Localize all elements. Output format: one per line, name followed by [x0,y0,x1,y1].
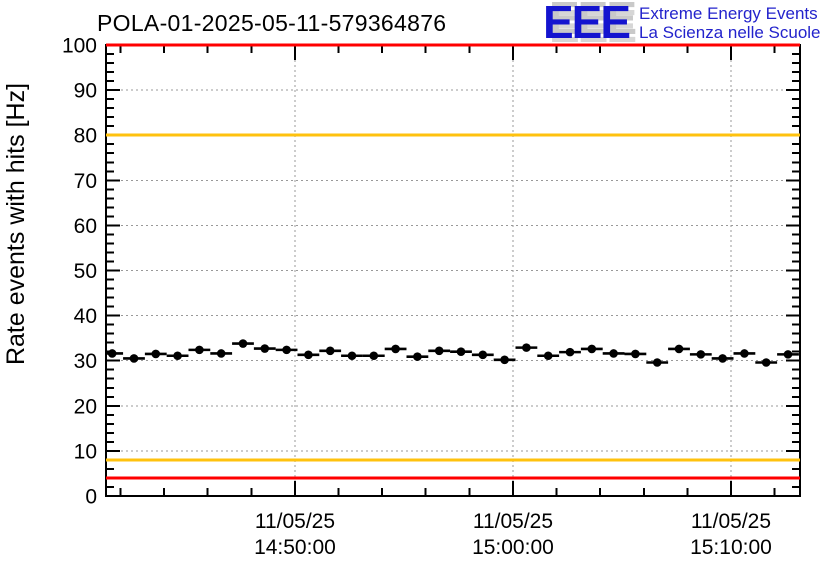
svg-text:11/05/25: 11/05/25 [691,510,771,533]
rate-data-series [106,339,799,367]
svg-text:15:10:00: 15:10:00 [690,536,772,559]
svg-text:70: 70 [74,170,97,193]
svg-text:15:00:00: 15:00:00 [472,536,554,559]
eee-logo-line2: La Scienza nelle Scuole [639,23,821,42]
svg-text:11/05/25: 11/05/25 [255,510,335,533]
svg-text:30: 30 [74,350,97,373]
svg-text:20: 20 [74,395,97,418]
svg-text:40: 40 [74,305,97,328]
alarm-threshold-lines [106,43,800,480]
eee-logo-text: Extreme Energy Events La Scienza nelle S… [639,1,820,42]
plot-title: POLA-01-2025-05-11-579364876 [97,10,447,36]
svg-text:60: 60 [74,215,97,238]
eee-logo: EEE Extreme Energy Events La Scienza nel… [543,0,821,48]
svg-text:100: 100 [62,35,97,58]
svg-text:0: 0 [85,486,97,509]
svg-text:14:50:00: 14:50:00 [254,536,336,559]
svg-text:50: 50 [74,260,97,283]
svg-text:80: 80 [74,125,97,148]
svg-text:10: 10 [74,440,97,463]
eee-logo-line1: Extreme Energy Events [639,4,818,23]
svg-text:11/05/25: 11/05/25 [473,510,553,533]
axis-tick-labels: 0 10 20 30 40 50 60 70 80 90 100 11/05/25 14:50:00 11… [62,35,772,560]
gridlines [106,45,800,496]
svg-text:90: 90 [74,80,97,103]
eee-logo-acronym: EEE [543,0,631,48]
